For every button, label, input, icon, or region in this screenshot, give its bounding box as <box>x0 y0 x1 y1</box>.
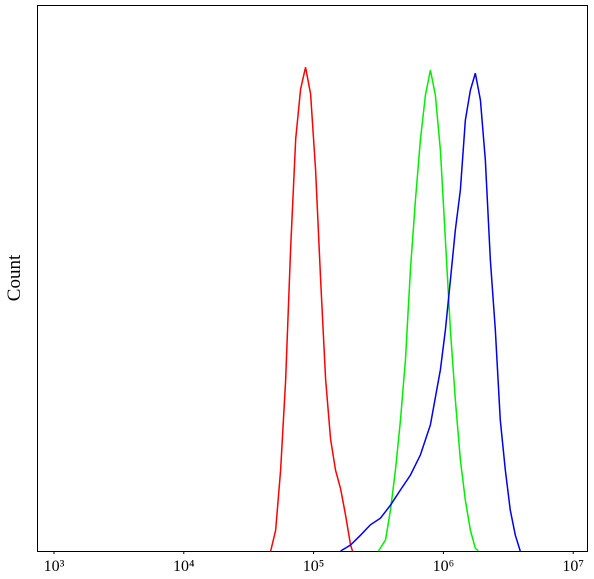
x-tick-label: 10⁵ <box>303 558 325 575</box>
histogram-line <box>269 67 354 552</box>
plot-frame <box>37 5 588 552</box>
histogram-line <box>377 69 479 552</box>
x-tick-label: 10⁴ <box>173 558 195 575</box>
y-axis-label: Count <box>4 254 25 301</box>
histogram-line <box>340 73 521 552</box>
x-tick-label: 10⁶ <box>433 558 455 575</box>
x-tick-label: 10⁷ <box>562 558 584 575</box>
x-tick-label: 10³ <box>44 558 65 575</box>
